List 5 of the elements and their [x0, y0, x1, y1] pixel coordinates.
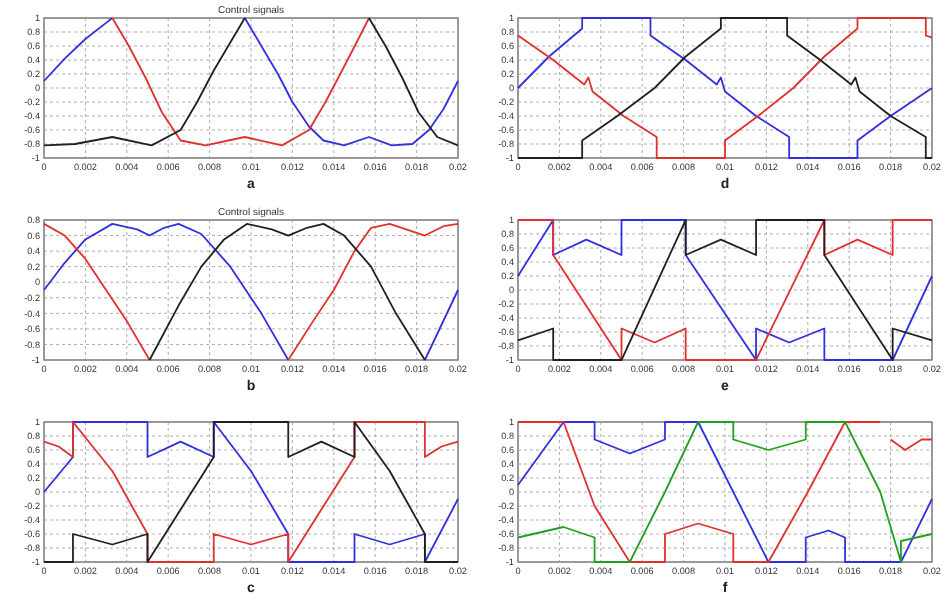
line-series: [517, 421, 933, 563]
line-series: [517, 17, 933, 159]
line-series: [517, 219, 933, 361]
line-series: [111, 17, 370, 147]
line-series: [148, 222, 426, 361]
